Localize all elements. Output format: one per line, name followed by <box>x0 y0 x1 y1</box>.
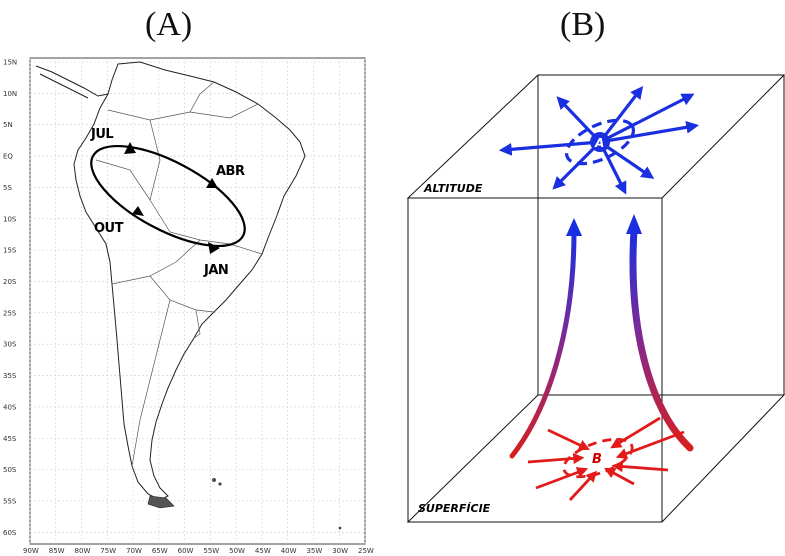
altitude-label: ALTITUDE <box>423 182 483 195</box>
lon-tick-label: 90W <box>23 547 39 555</box>
rise-arrowhead-right-icon <box>626 214 642 234</box>
lat-tick-label: EQ <box>3 153 13 161</box>
lon-tick-label: 55W <box>203 547 219 555</box>
lon-tick-label: 25W <box>358 547 374 555</box>
longitude-tick-labels: 90W 85W 80W 75W 70W 65W 60W 55W 50W 45W 40W 35W 30W 2… <box>23 547 374 555</box>
lat-tick-label: 50S <box>3 466 17 474</box>
lat-tick-label: 5N <box>3 121 13 129</box>
map-panel: 15N 10N 5N EQ 5S 10S 15S 20S 25S 30S 35S 40S 45S 50S 5… <box>3 57 374 555</box>
map-frame <box>29 57 366 545</box>
migration-ellipse <box>90 144 246 248</box>
lat-tick-label: 55S <box>3 497 17 505</box>
low-center-label: B <box>592 452 602 467</box>
month-label-abr: ABR <box>216 164 245 179</box>
high-center-marker <box>590 132 610 152</box>
rise-arrowhead-left-icon <box>566 218 582 236</box>
lat-tick-label: 35S <box>3 372 17 380</box>
lat-tick-label: 5S <box>3 184 12 192</box>
lat-tick-label: 15S <box>3 247 17 255</box>
panel-a-title: (A) <box>145 6 193 43</box>
lon-tick-label: 35W <box>306 547 322 555</box>
lat-tick-label: 40S <box>3 403 17 411</box>
lon-tick-label: 50W <box>229 547 245 555</box>
month-label-jan: JAN <box>203 263 228 278</box>
central-america-coastline <box>35 65 109 99</box>
lat-tick-label: 10N <box>3 90 17 98</box>
tierra-del-fuego <box>147 478 342 530</box>
ascending-flow <box>509 214 694 459</box>
lon-tick-label: 70W <box>126 547 142 555</box>
month-label-out: OUT <box>94 221 124 236</box>
high-center-label: A <box>594 136 604 150</box>
lon-tick-label: 30W <box>332 547 348 555</box>
lon-tick-label: 75W <box>100 547 116 555</box>
lon-tick-label: 45W <box>255 547 271 555</box>
south-america-coastline <box>73 61 306 501</box>
surface-label: SUPERFÍCIE <box>418 502 491 515</box>
arrow-jul-icon <box>124 142 136 154</box>
map-gridlines <box>29 58 366 544</box>
panel-b-title: (B) <box>560 6 606 43</box>
lat-tick-label: 30S <box>3 341 17 349</box>
lat-tick-label: 15N <box>3 59 17 67</box>
latitude-tick-labels: 15N 10N 5N EQ 5S 10S 15S 20S 25S 30S 35S 40S 45S 50S 5… <box>3 59 17 537</box>
lat-tick-label: 45S <box>3 435 17 443</box>
arrow-jan-icon <box>208 242 220 254</box>
lat-tick-label: 10S <box>3 215 17 223</box>
lon-tick-label: 80W <box>75 547 91 555</box>
lat-tick-label: 25S <box>3 309 17 317</box>
upper-divergence <box>498 85 700 195</box>
surface-convergence <box>527 416 685 501</box>
lon-tick-label: 65W <box>152 547 168 555</box>
arrow-out-icon <box>132 206 144 216</box>
lon-tick-label: 85W <box>49 547 65 555</box>
month-label-jul: JUL <box>90 127 113 142</box>
lat-tick-label: 20S <box>3 278 17 286</box>
lon-tick-label: 60W <box>178 547 194 555</box>
cube-panel <box>406 74 785 523</box>
lon-tick-label: 40W <box>281 547 297 555</box>
arrow-abr-icon <box>206 178 218 188</box>
lat-tick-label: 60S <box>3 529 17 537</box>
